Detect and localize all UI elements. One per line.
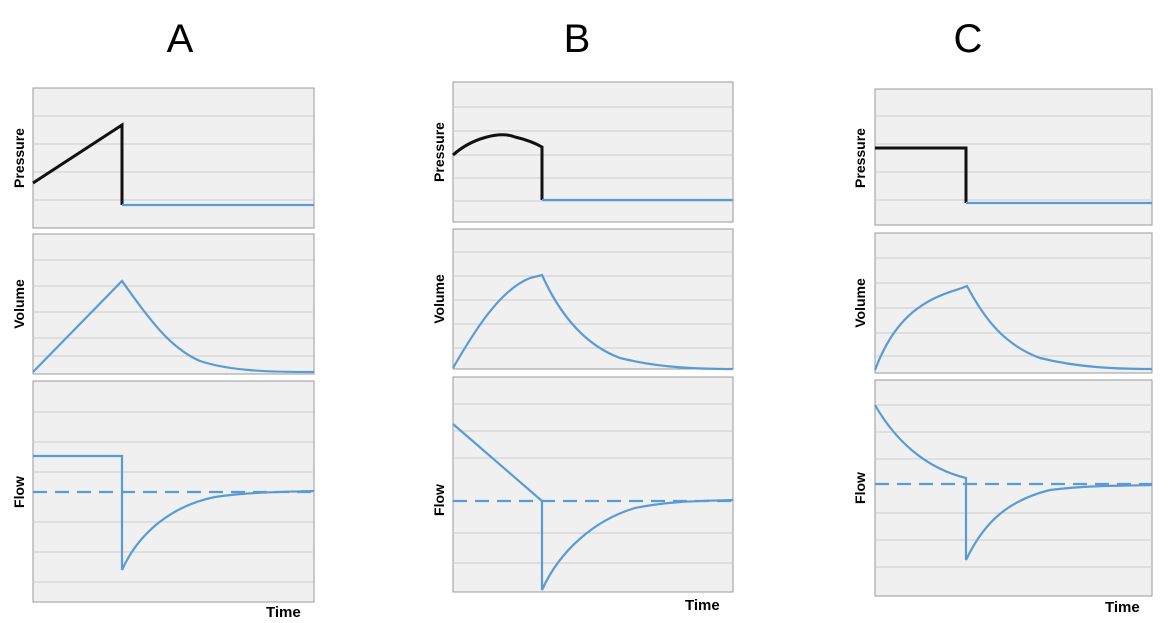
- time-axis-label: Time: [1105, 599, 1140, 616]
- volume-trace: [32, 279, 315, 374]
- volume-trace: [452, 273, 734, 371]
- pressure-axis-label: Pressure: [11, 128, 27, 188]
- pressure-axis-label: Pressure: [431, 122, 447, 182]
- gridlines: [875, 257, 1152, 357]
- panel-background: [874, 379, 1153, 597]
- panel-background: [32, 87, 315, 229]
- panel-background: [452, 376, 734, 593]
- pressure-panel-a: Pressure: [11, 87, 315, 229]
- panel-background: [452, 81, 734, 223]
- time-axis-label: Time: [685, 597, 720, 614]
- flow-trace: [33, 454, 315, 571]
- gridlines: [33, 411, 314, 583]
- gridlines: [453, 403, 733, 564]
- flow-trace: [874, 404, 1153, 561]
- gridlines: [875, 115, 1152, 201]
- flow-panel-b: Flow Time: [431, 376, 734, 614]
- pressure-inspiration-trace: [875, 146, 968, 203]
- column-c: C Pressure Volume: [852, 17, 1153, 616]
- panel-background: [874, 88, 1153, 226]
- pressure-inspiration-trace: [452, 133, 544, 200]
- column-title-c: C: [954, 17, 983, 61]
- pressure-axis-label: Pressure: [852, 128, 868, 188]
- flow-trace: [452, 423, 734, 591]
- flow-panel-a: Flow Time: [11, 380, 315, 621]
- panel-background: [32, 233, 315, 375]
- column-a: A Pressure Volume: [11, 17, 315, 621]
- volume-axis-label: Volume: [431, 274, 447, 324]
- volume-panel-b: Volume: [431, 228, 734, 371]
- gridlines: [33, 115, 314, 201]
- pressure-panel-c: Pressure: [852, 88, 1153, 226]
- volume-axis-label: Volume: [11, 279, 27, 329]
- column-title-a: A: [167, 17, 194, 61]
- pressure-inspiration-trace: [32, 122, 124, 205]
- column-title-b: B: [564, 17, 591, 61]
- flow-axis-label: Flow: [431, 484, 447, 516]
- panel-background: [874, 232, 1153, 374]
- gridlines: [453, 251, 733, 349]
- flow-panel-c: Flow Time: [852, 379, 1153, 616]
- flow-axis-label: Flow: [11, 476, 27, 508]
- pressure-panel-b: Pressure: [431, 81, 734, 223]
- volume-panel-c: Volume: [852, 232, 1153, 374]
- gridlines: [33, 259, 314, 357]
- volume-trace: [873, 284, 1153, 371]
- flow-axis-label: Flow: [852, 472, 868, 504]
- volume-axis-label: Volume: [852, 278, 868, 328]
- volume-panel-a: Volume: [11, 233, 315, 375]
- time-axis-label: Time: [266, 604, 301, 621]
- column-b: B Pressure: [431, 17, 734, 614]
